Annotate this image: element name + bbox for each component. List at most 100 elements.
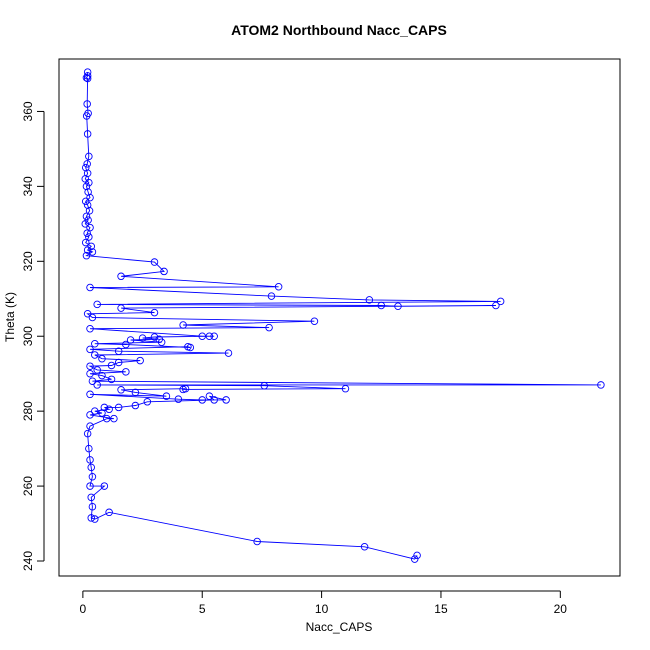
data-point xyxy=(394,302,402,311)
data-point xyxy=(114,403,123,412)
data-point xyxy=(93,381,101,389)
x-tick-label: 20 xyxy=(554,602,568,616)
data-point xyxy=(136,356,144,365)
data-point xyxy=(174,395,183,403)
data-point xyxy=(87,514,95,522)
data-point xyxy=(150,333,159,341)
data-point xyxy=(93,366,101,374)
data-point xyxy=(410,555,419,563)
chart-title: ATOM2 Northbound Nacc_CAPS xyxy=(231,22,447,38)
data-point xyxy=(85,444,93,453)
data-point xyxy=(179,321,187,329)
data-point xyxy=(85,206,94,215)
data-point xyxy=(114,358,123,367)
x-tick-label: 10 xyxy=(315,602,329,616)
data-point xyxy=(98,354,106,363)
data-point xyxy=(105,508,113,517)
data-point xyxy=(91,339,99,348)
data-point xyxy=(83,74,92,83)
data-point xyxy=(205,332,214,340)
y-tick-label: 340 xyxy=(21,176,35,196)
data-point xyxy=(265,323,273,332)
data-point xyxy=(150,258,159,266)
data-point xyxy=(83,246,92,254)
data-point xyxy=(87,493,95,502)
data-point xyxy=(91,515,99,523)
data-point xyxy=(157,338,166,346)
data-point xyxy=(86,482,94,490)
data-point xyxy=(85,178,93,187)
data-point xyxy=(122,368,130,376)
x-axis: 0 5 10 15 20 xyxy=(80,590,568,616)
data-point xyxy=(107,361,116,370)
data-point xyxy=(198,396,206,404)
data-point xyxy=(198,332,206,340)
series-line xyxy=(84,72,601,560)
data-point xyxy=(181,384,190,393)
data-point xyxy=(138,334,147,342)
data-point xyxy=(274,283,283,291)
y-tick-label: 360 xyxy=(21,101,35,121)
data-point xyxy=(131,401,140,410)
data-point xyxy=(107,375,116,384)
data-point xyxy=(83,72,92,80)
data-point xyxy=(81,163,90,172)
data-point xyxy=(85,152,93,161)
data-point xyxy=(82,182,91,191)
data-point xyxy=(88,472,97,481)
data-point xyxy=(267,292,276,300)
data-point xyxy=(105,405,113,414)
data-point xyxy=(81,197,90,206)
data-point xyxy=(131,388,140,397)
data-point xyxy=(81,238,90,247)
data-point xyxy=(162,392,171,400)
data-point xyxy=(205,392,214,400)
data-point xyxy=(86,362,94,370)
data-point xyxy=(260,381,269,390)
series-layer xyxy=(81,68,605,563)
y-axis: 240 260 280 300 320 340 360 xyxy=(21,101,45,571)
data-point xyxy=(83,229,91,237)
y-tick-label: 240 xyxy=(21,551,35,571)
data-point xyxy=(114,347,123,355)
data-point xyxy=(98,409,106,417)
data-point xyxy=(88,248,97,256)
plot-frame xyxy=(58,58,621,577)
data-point xyxy=(160,267,168,276)
data-point xyxy=(82,212,91,221)
data-point xyxy=(83,201,92,209)
data-point xyxy=(85,233,93,241)
data-point xyxy=(86,369,94,378)
y-tick-label: 320 xyxy=(21,251,35,271)
data-point xyxy=(91,351,99,359)
data-point xyxy=(86,324,94,333)
data-point xyxy=(413,551,421,560)
data-point xyxy=(360,543,369,551)
data-point xyxy=(117,304,125,312)
data-point xyxy=(86,456,94,464)
data-point xyxy=(83,160,91,168)
x-tick-label: 5 xyxy=(199,602,206,616)
data-point xyxy=(82,251,91,260)
data-point xyxy=(98,371,106,380)
data-point xyxy=(210,332,218,340)
data-point xyxy=(87,463,95,472)
x-tick-label: 15 xyxy=(434,602,448,616)
data-point xyxy=(377,301,386,310)
data-point xyxy=(91,407,99,415)
data-point xyxy=(341,384,350,393)
data-point xyxy=(150,308,159,317)
data-point xyxy=(222,396,230,404)
data-point xyxy=(126,336,135,344)
data-point xyxy=(83,429,92,438)
data-point xyxy=(86,283,94,292)
data-point xyxy=(83,310,92,318)
data-point xyxy=(110,414,118,423)
data-point xyxy=(102,414,111,423)
data-point xyxy=(117,272,125,281)
data-point xyxy=(86,345,94,354)
data-point xyxy=(492,301,500,310)
data-point xyxy=(88,502,97,511)
data-point xyxy=(253,537,261,546)
